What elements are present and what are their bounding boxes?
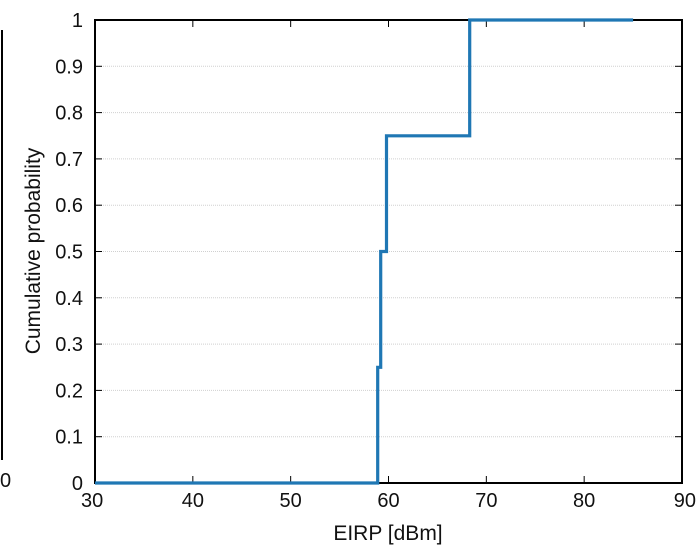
x-tick-label: 90 — [674, 490, 696, 512]
y-axis-title: Cumulative probability — [22, 147, 45, 354]
series-layer — [95, 18, 634, 485]
clipped-left-tick-label: 0 — [0, 470, 11, 492]
y-tick-label: 0.3 — [55, 334, 83, 356]
y-tick-label: 0.7 — [55, 149, 83, 171]
y-tick-label: 0.5 — [55, 242, 83, 264]
x-tick-label: 30 — [81, 490, 103, 512]
axis-ticks — [94, 19, 683, 484]
x-tick-label: 40 — [182, 490, 204, 512]
y-tick-label: 0.8 — [55, 103, 83, 125]
cdf-series-line — [95, 18, 634, 485]
gridlines — [95, 65, 682, 438]
x-tick-labels: 30 40 50 60 70 80 90 — [81, 490, 696, 512]
y-tick-label: 1 — [72, 10, 83, 32]
x-axis-title: EIRP [dBm] — [333, 522, 442, 545]
x-tick-label: 70 — [475, 490, 497, 512]
y-tick-label: 0.2 — [55, 380, 83, 402]
y-tick-label: 0 — [72, 473, 83, 495]
y-tick-labels: 0 0.1 0.2 0.3 0.4 0.5 0.6 0.7 0.8 0.9 1 — [55, 10, 83, 495]
y-tick-label: 0.6 — [55, 195, 83, 217]
x-tick-label: 50 — [280, 490, 302, 512]
x-tick-label: 60 — [377, 490, 399, 512]
y-tick-label: 0.9 — [55, 56, 83, 78]
y-tick-label: 0.4 — [55, 288, 83, 310]
x-tick-label: 80 — [573, 490, 595, 512]
y-tick-label: 0.1 — [55, 427, 83, 449]
